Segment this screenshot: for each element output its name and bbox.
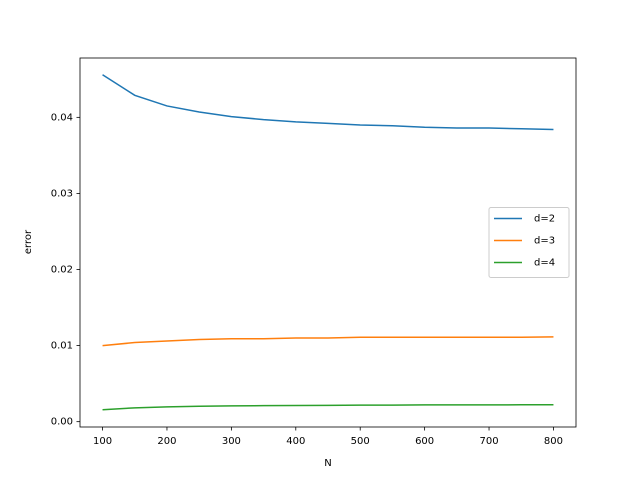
legend-label: d=4 <box>534 258 555 269</box>
x-tick-label: 300 <box>222 436 241 447</box>
y-tick-label: 0.00 <box>51 417 73 428</box>
x-tick-label: 700 <box>479 436 498 447</box>
y-axis-label: error <box>23 229 34 254</box>
legend-box <box>488 207 570 278</box>
x-tick-label: 200 <box>157 436 176 447</box>
series-line <box>102 336 554 347</box>
x-tick-label: 600 <box>415 436 434 447</box>
x-tick-label: 100 <box>93 436 112 447</box>
series-line <box>102 403 554 411</box>
x-tick-label: 400 <box>286 436 305 447</box>
legend-label: d=2 <box>534 214 555 225</box>
x-tick-label: 500 <box>351 436 370 447</box>
x-axis-label: N <box>324 458 331 469</box>
y-tick-label: 0.03 <box>51 188 73 199</box>
y-tick-label: 0.02 <box>51 265 73 276</box>
y-tick-label: 0.01 <box>51 341 73 352</box>
y-tick-label: 0.04 <box>51 112 73 123</box>
plot-frame <box>79 57 577 428</box>
x-tick-label: 800 <box>544 436 563 447</box>
series-line <box>102 74 554 131</box>
legend-label: d=3 <box>534 236 555 247</box>
